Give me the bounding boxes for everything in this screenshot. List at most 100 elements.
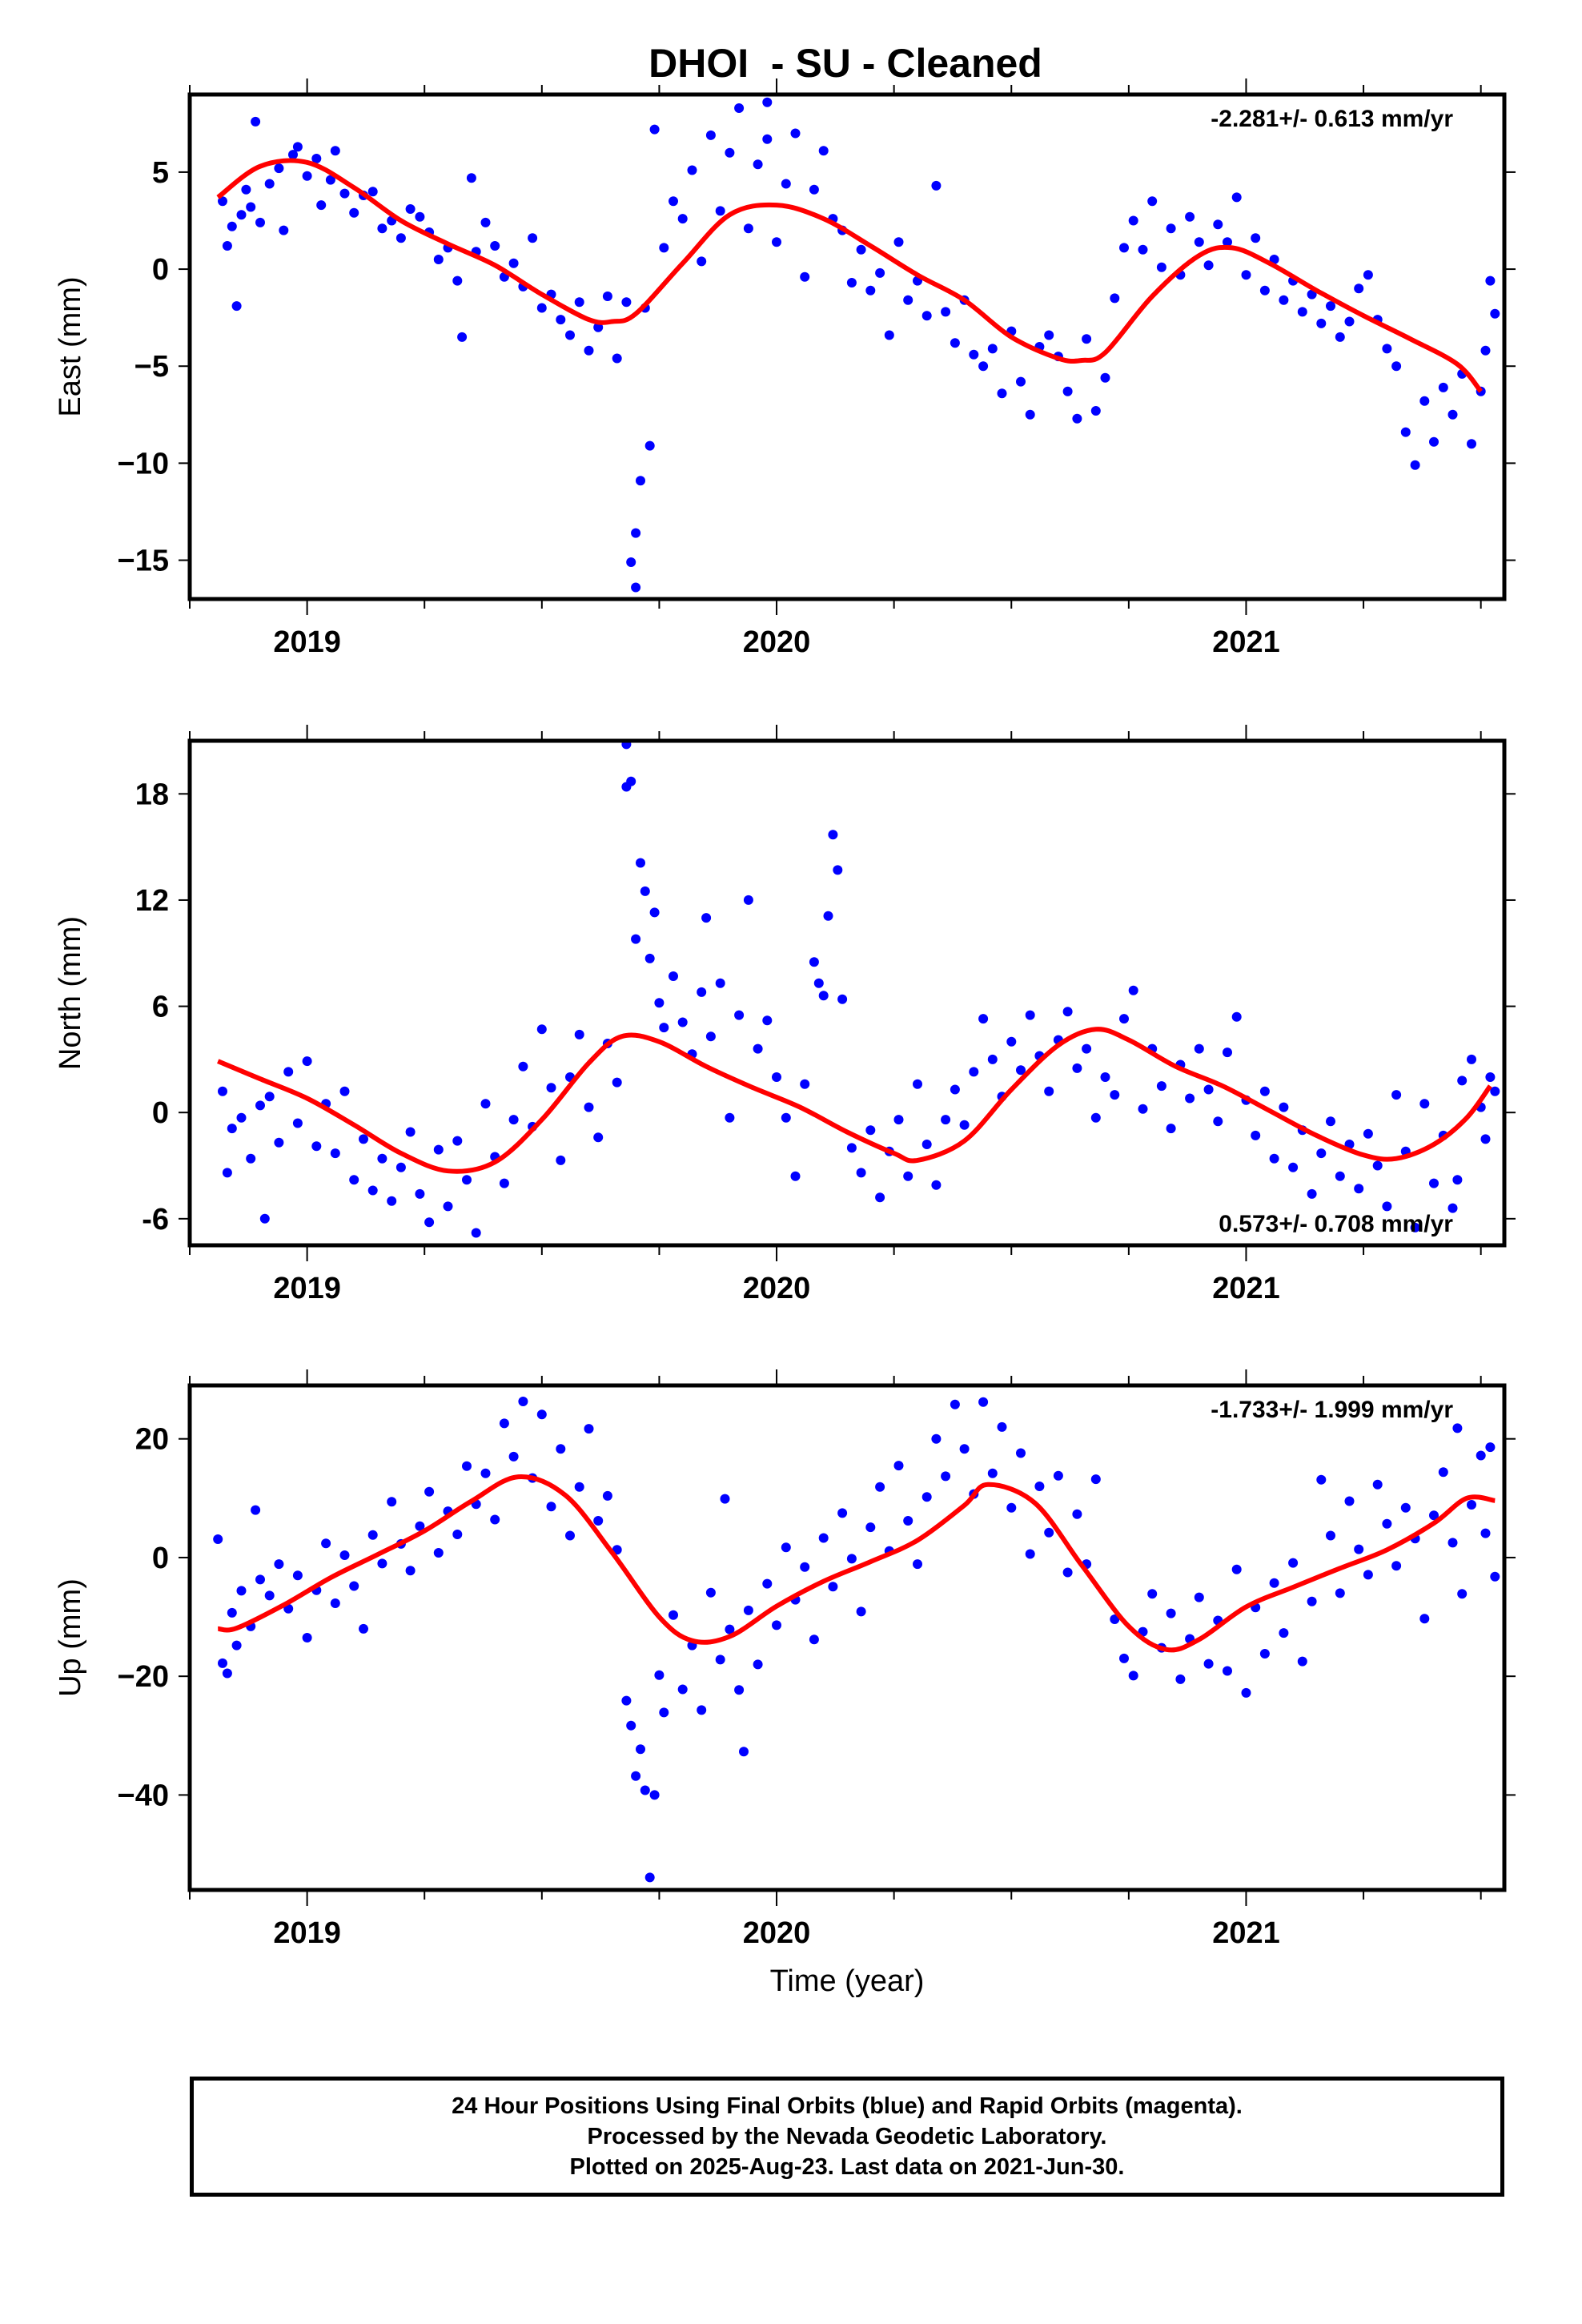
north-data-point-112 [1166, 1124, 1176, 1134]
north-data-point-104 [1090, 1112, 1101, 1123]
east-data-point-107 [1110, 293, 1120, 304]
east-data-point-38 [508, 258, 519, 268]
north-xtick-label: 2021 [1212, 1272, 1280, 1305]
up-data-point-64 [734, 1685, 745, 1695]
east-data-point-40 [528, 233, 538, 243]
north-fit-line [217, 1027, 1492, 1174]
up-data-point-12 [292, 1570, 303, 1581]
up-data-point-77 [846, 1554, 857, 1564]
north-data-point-122 [1259, 1086, 1270, 1096]
north-data-point-144 [1457, 1076, 1468, 1086]
east-data-point-108 [1119, 243, 1129, 253]
up-data-point-7 [251, 1505, 261, 1515]
east-data-point-65 [725, 147, 735, 158]
east-data-point-71 [772, 237, 781, 247]
east-data-point-52 [631, 582, 641, 593]
north-data-point-149 [1490, 1086, 1500, 1096]
east-data-point-36 [490, 241, 500, 251]
north-data-point-17 [359, 1134, 368, 1144]
up-data-point-52 [644, 1872, 655, 1883]
up-data-point-139 [1438, 1467, 1448, 1478]
north-data-point-9 [283, 1067, 294, 1077]
north-data-point-6 [259, 1213, 270, 1224]
up-data-point-128 [1335, 1588, 1345, 1598]
north-data-point-128 [1316, 1148, 1327, 1159]
up-data-point-0 [213, 1534, 223, 1544]
north-data-point-41 [584, 1102, 594, 1112]
up-data-point-40 [556, 1444, 566, 1454]
north-data-point-111 [1156, 1081, 1166, 1092]
up-data-point-104 [1110, 1614, 1120, 1624]
up-data-point-1 [218, 1658, 227, 1668]
up-xtick-label: 2020 [743, 1916, 811, 1950]
east-data-point-143 [1447, 409, 1458, 420]
north-data-point-101 [1062, 1007, 1073, 1017]
east-data-point-49 [612, 353, 622, 364]
east-data-point-136 [1382, 344, 1392, 354]
north-data-point-86 [921, 1140, 932, 1149]
up-data-point-135 [1400, 1502, 1411, 1513]
east-data-point-72 [781, 179, 791, 189]
east-data-point-29 [433, 255, 444, 264]
north-data-point-142 [1447, 1203, 1458, 1213]
north-data-point-67 [772, 1072, 781, 1082]
up-ytick-label: 20 [135, 1423, 169, 1457]
north-data-point-61 [715, 978, 725, 988]
east-data-point-92 [969, 349, 979, 360]
east-data-point-148 [1485, 275, 1496, 286]
up-data-point-43 [584, 1424, 594, 1434]
up-data-point-97 [1034, 1482, 1045, 1491]
east-data-point-88 [931, 180, 942, 191]
up-data-point-95 [1016, 1448, 1026, 1458]
north-data-point-18 [367, 1185, 378, 1196]
north-xtick-label: 2019 [273, 1272, 341, 1305]
up-data-point-67 [753, 1659, 763, 1670]
up-data-point-36 [518, 1397, 528, 1406]
east-data-point-128 [1307, 289, 1317, 300]
up-data-point-129 [1344, 1496, 1355, 1506]
up-data-point-55 [659, 1707, 669, 1718]
east-data-point-22 [367, 187, 378, 197]
east-data-point-46 [584, 345, 594, 356]
east-data-point-50 [621, 297, 632, 308]
up-data-point-19 [359, 1623, 368, 1634]
east-data-point-105 [1090, 406, 1101, 416]
east-data-point-43 [556, 315, 566, 325]
east-data-point-17 [325, 175, 335, 185]
north-data-point-20 [387, 1196, 397, 1206]
up-data-point-143 [1467, 1500, 1476, 1510]
east-data-point-64 [715, 206, 725, 216]
north-data-point-106 [1110, 1090, 1120, 1100]
north-data-point-32 [499, 1178, 509, 1188]
east-data-point-56 [644, 440, 655, 451]
north-data-point-95 [1006, 1036, 1017, 1047]
up-data-point-17 [339, 1550, 350, 1560]
up-data-point-33 [490, 1514, 500, 1525]
east-data-point-15 [311, 154, 322, 163]
east-data-point-115 [1185, 211, 1195, 222]
north-data-point-85 [913, 1079, 922, 1089]
east-data-point-57 [649, 124, 660, 135]
east-data-point-149 [1490, 308, 1500, 319]
east-data-point-7 [251, 116, 261, 127]
up-data-point-24 [405, 1566, 416, 1576]
north-plot-frame [187, 738, 1507, 1248]
east-data-point-81 [865, 285, 876, 296]
up-data-point-69 [772, 1620, 781, 1630]
north-data-point-69 [790, 1171, 801, 1181]
panel-north: 18 12 6 0 -6 2019 2020 2021 North (mm) 0.573+/- 0… [54, 725, 1516, 1305]
up-axis-label: Up (mm) [54, 1578, 87, 1697]
up-data-point-106 [1128, 1671, 1138, 1681]
up-data-point-30 [462, 1461, 472, 1471]
north-data-point-102 [1072, 1063, 1082, 1073]
east-data-point-82 [875, 267, 885, 278]
up-data-point-13 [302, 1633, 312, 1642]
up-data-point-122 [1279, 1628, 1289, 1638]
north-data-point-58 [697, 987, 707, 997]
east-ytick-label: −15 [118, 545, 169, 578]
north-xtick-label: 2020 [743, 1272, 811, 1305]
up-data-point-35 [508, 1451, 519, 1462]
north-data-point-68 [781, 1112, 791, 1123]
north-data-point-136 [1391, 1090, 1402, 1100]
up-data-point-91 [978, 1397, 989, 1407]
